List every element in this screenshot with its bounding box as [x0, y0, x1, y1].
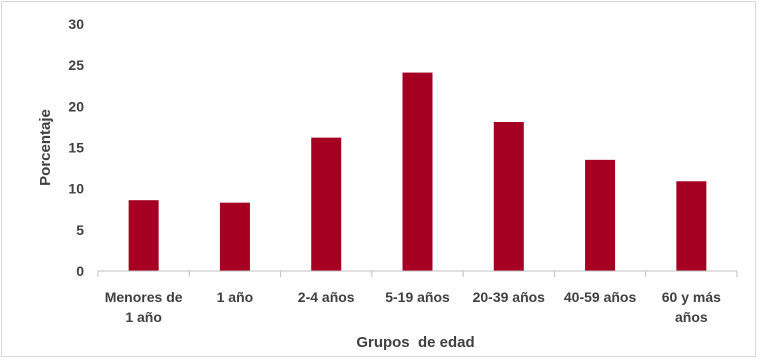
x-tick-label-line: 1 año — [125, 309, 162, 325]
x-tick-label-line: 60 y más — [662, 289, 721, 305]
y-tick-label: 5 — [76, 222, 84, 238]
y-tick-label: 25 — [68, 57, 84, 73]
y-tick-label: 20 — [68, 98, 84, 114]
bar — [676, 181, 707, 271]
x-tick-label: 20-39 años — [473, 289, 546, 305]
x-tick-label: Menores de 1 año — [105, 289, 183, 325]
x-tick-label-line: 20-39 años — [473, 289, 546, 305]
y-tick-label: 10 — [68, 181, 84, 197]
bar — [493, 121, 524, 271]
y-tick-label: 15 — [68, 140, 84, 156]
bar — [128, 200, 159, 271]
x-tick-label: 1 año — [217, 289, 254, 305]
x-tick-label-line: 5-19 años — [385, 289, 450, 305]
x-tick-label-line: Menores de — [105, 289, 183, 305]
x-tick-label-line: 2-4 años — [298, 289, 355, 305]
bar — [402, 72, 433, 272]
y-axis-title: Porcentaje — [37, 109, 54, 186]
y-axis-ticks: 0 5 10 15 20 25 30 — [68, 16, 84, 279]
x-tick-label: 60 y más años — [662, 289, 721, 325]
x-tick-label-line: 40-59 años — [564, 289, 637, 305]
x-axis-ticks: Menores de 1 año 1 año 2-4 años 5-19 años 20-… — [97, 271, 738, 325]
bar — [219, 202, 250, 271]
bars — [128, 72, 707, 272]
bar — [585, 159, 616, 271]
x-tick-label: 2-4 años — [298, 289, 355, 305]
x-axis-title: Grupos de edad — [356, 334, 474, 351]
y-tick-label: 0 — [76, 263, 84, 279]
x-tick-label: 40-59 años — [564, 289, 637, 305]
x-tick-label: 5-19 años — [385, 289, 450, 305]
y-tick-label: 30 — [68, 16, 84, 32]
bar — [311, 137, 342, 271]
x-tick-label-line: años — [675, 309, 708, 325]
x-tick-label-line: 1 año — [217, 289, 254, 305]
